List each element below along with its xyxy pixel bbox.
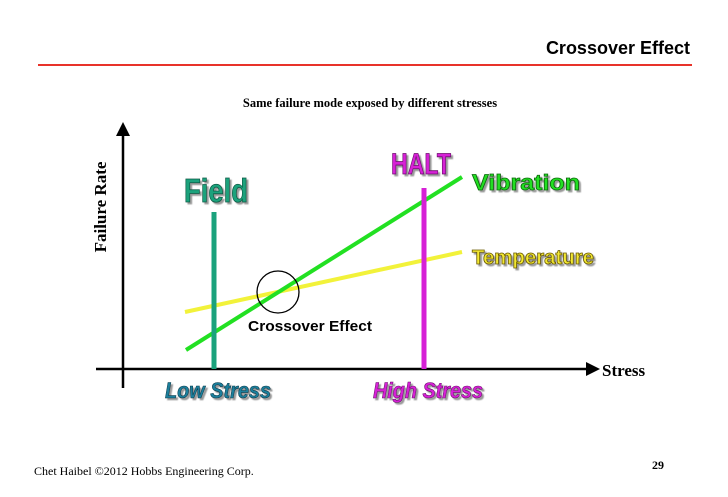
crossover-label: Crossover Effect bbox=[248, 318, 372, 335]
slide-title: Crossover Effect bbox=[545, 38, 690, 58]
x-axis-arrowhead bbox=[586, 362, 600, 376]
crossover-circle bbox=[256, 270, 300, 314]
vibration-label: Vibration bbox=[472, 170, 580, 195]
page-number: 29 bbox=[652, 458, 664, 472]
temperature-label: Temperature bbox=[472, 247, 594, 269]
x-axis-label: Stress bbox=[602, 361, 646, 380]
temperature-line bbox=[184, 250, 463, 314]
vibration-line bbox=[184, 175, 464, 352]
halt-label: HALT bbox=[391, 148, 451, 181]
low-stress-label: Low Stress bbox=[165, 378, 271, 403]
title-divider bbox=[38, 64, 692, 66]
y-axis-label: Failure Rate bbox=[91, 161, 110, 252]
diagram-subtitle: Same failure mode exposed by different s… bbox=[243, 96, 497, 110]
footer-copyright: Chet Haibel ©2012 Hobbs Engineering Corp… bbox=[34, 464, 254, 478]
high-stress-label: High Stress bbox=[373, 378, 483, 403]
field-label: Field bbox=[184, 172, 248, 209]
y-axis-arrowhead bbox=[116, 122, 130, 136]
